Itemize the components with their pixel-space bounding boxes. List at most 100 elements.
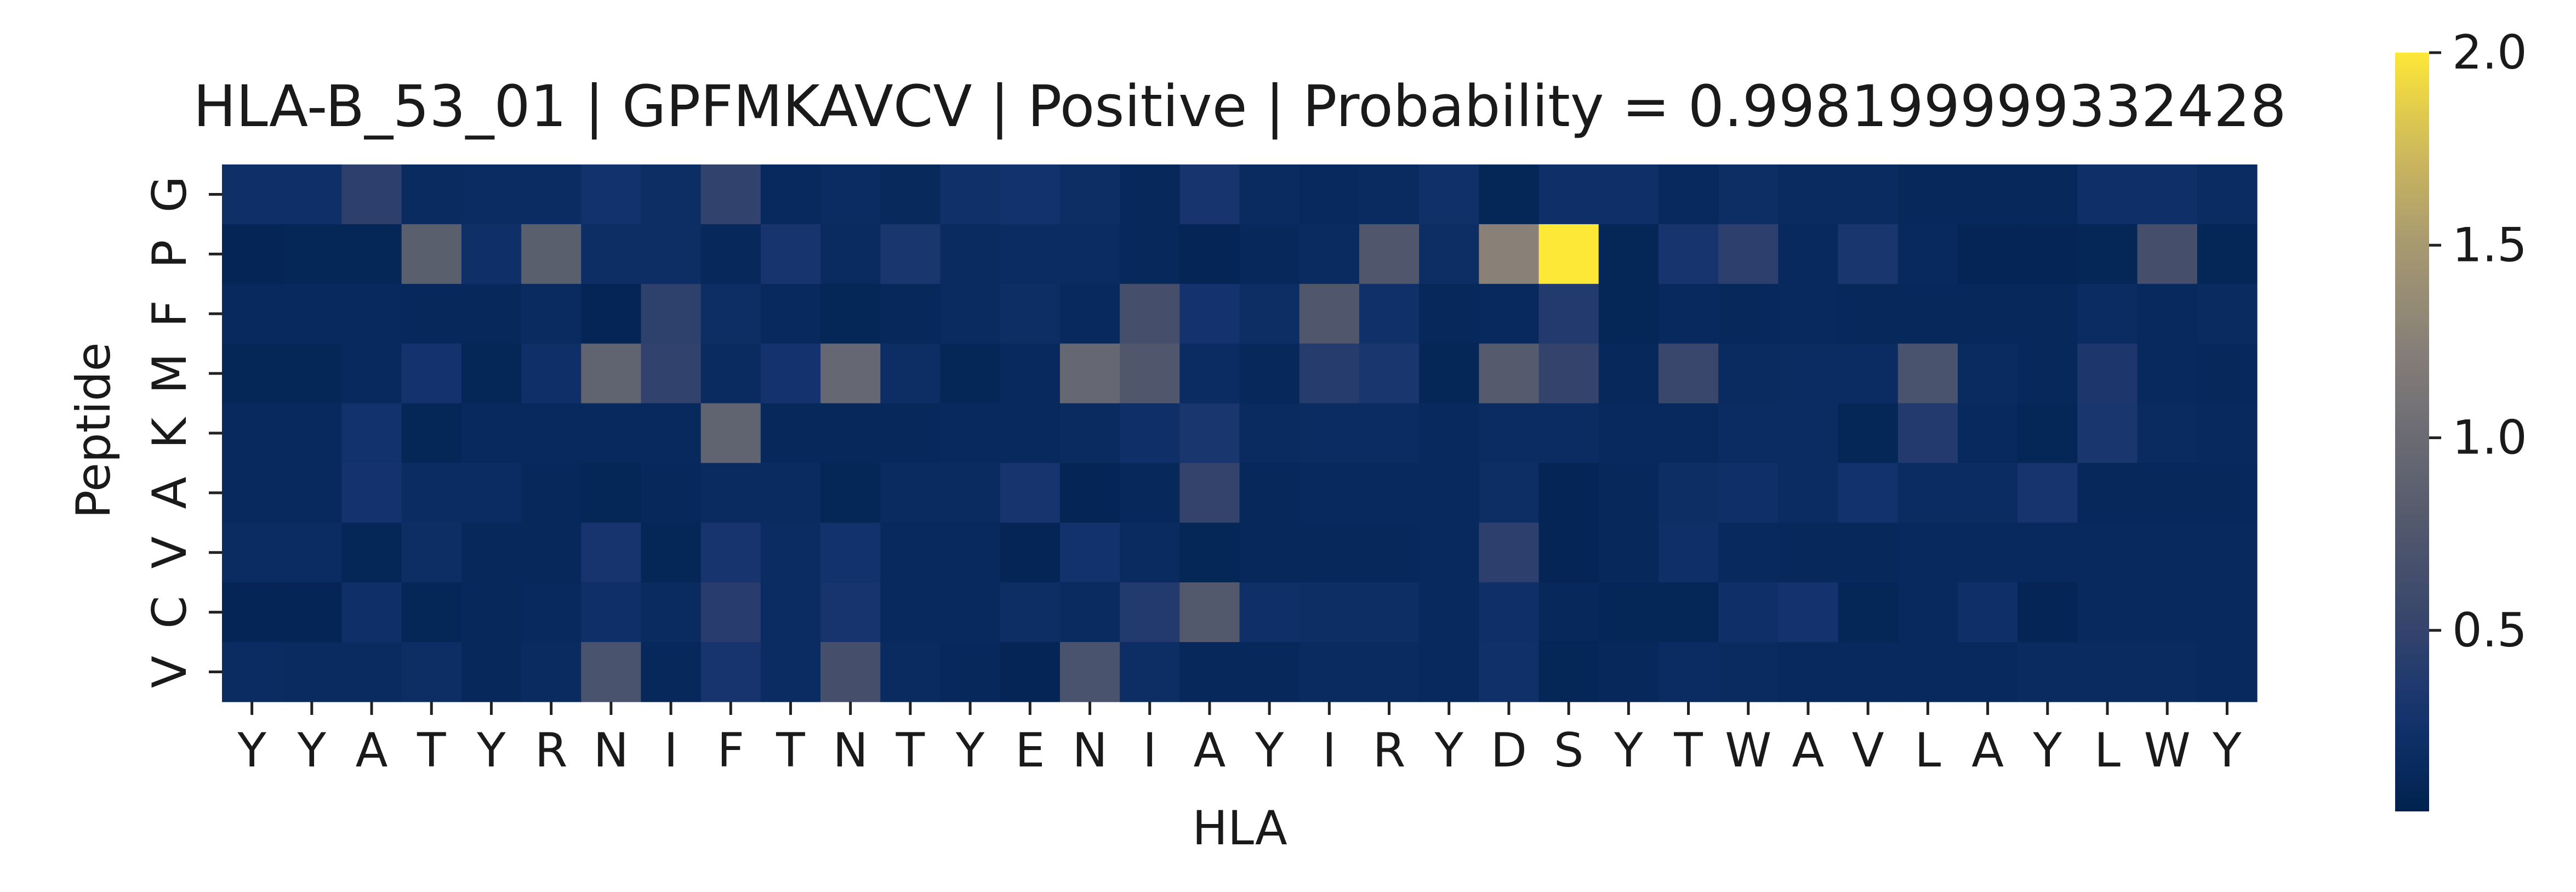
- x-tick-label: I: [664, 723, 677, 778]
- heatmap-cell: [880, 164, 941, 225]
- heatmap-cell: [521, 582, 582, 643]
- heatmap-cell: [1359, 343, 1420, 404]
- heatmap-cell: [641, 522, 702, 583]
- heatmap-cell: [222, 642, 282, 702]
- heatmap-cell: [1897, 463, 1958, 523]
- heatmap-cell: [1059, 224, 1120, 285]
- heatmap-cell: [641, 164, 702, 225]
- heatmap-cell: [1059, 642, 1120, 702]
- heatmap-cell: [820, 642, 881, 702]
- heatmap-cell: [880, 522, 941, 583]
- heatmap-cell: [2018, 522, 2078, 583]
- heatmap-cell: [461, 522, 522, 583]
- heatmap-cell: [1778, 463, 1839, 523]
- heatmap-cell: [401, 642, 462, 702]
- heatmap-cell: [2137, 582, 2198, 643]
- heatmap-cell: [1120, 642, 1180, 702]
- heatmap-cell: [2197, 343, 2258, 404]
- heatmap-cell: [1718, 463, 1779, 523]
- heatmap-cell: [1778, 224, 1839, 285]
- heatmap-cell: [1179, 283, 1240, 344]
- heatmap-cell: [461, 283, 522, 344]
- heatmap-cell: [1419, 403, 1479, 464]
- heatmap-cell: [1897, 582, 1958, 643]
- heatmap-cell: [1838, 642, 1899, 702]
- heatmap-cell: [1957, 343, 2018, 404]
- x-tick-label: N: [833, 723, 868, 778]
- heatmap-cell: [461, 642, 522, 702]
- heatmap-cell: [820, 522, 881, 583]
- heatmap-cell: [940, 463, 1001, 523]
- x-tick-label: A: [1971, 723, 2004, 778]
- heatmap-cell: [341, 642, 402, 702]
- heatmap-cell: [1059, 582, 1120, 643]
- heatmap-cell: [1059, 343, 1120, 404]
- heatmap-cell: [461, 224, 522, 285]
- heatmap-cell: [1299, 343, 1360, 404]
- x-tick-label: Y: [237, 723, 266, 778]
- heatmap-cell: [820, 224, 881, 285]
- heatmap-cell: [1000, 463, 1061, 523]
- y-tick-label: M: [143, 353, 197, 394]
- heatmap-cell: [401, 224, 462, 285]
- heatmap-cell: [401, 582, 462, 643]
- heatmap-cell: [641, 224, 702, 285]
- heatmap-cell: [1718, 343, 1779, 404]
- heatmap-cell: [222, 582, 282, 643]
- heatmap-cell: [2197, 522, 2258, 583]
- heatmap-cell: [760, 403, 821, 464]
- heatmap-cell: [1897, 283, 1958, 344]
- heatmap-cell: [2077, 343, 2138, 404]
- heatmap-cell: [1479, 283, 1540, 344]
- heatmap-cell: [461, 403, 522, 464]
- heatmap-cell: [1538, 582, 1599, 643]
- heatmap-cell: [2018, 403, 2078, 464]
- y-tick-label: G: [143, 176, 197, 213]
- heatmap-cell: [1838, 522, 1899, 583]
- heatmap-cell: [1658, 343, 1719, 404]
- y-tick-label: F: [143, 300, 197, 327]
- heatmap-cell: [282, 463, 343, 523]
- y-tick-label: V: [143, 656, 197, 688]
- heatmap-cell: [1120, 582, 1180, 643]
- heatmap-cell: [641, 403, 702, 464]
- heatmap-cell: [401, 343, 462, 404]
- heatmap-cell: [641, 642, 702, 702]
- heatmap-cell: [1179, 582, 1240, 643]
- heatmap-cell: [1718, 283, 1779, 344]
- heatmap-cell: [282, 582, 343, 643]
- heatmap-cell: [1000, 224, 1061, 285]
- heatmap-cell: [1299, 463, 1360, 523]
- heatmap-cell: [2018, 224, 2078, 285]
- heatmap-cell: [1658, 283, 1719, 344]
- heatmap-cell: [1838, 463, 1899, 523]
- heatmap-cell: [2197, 463, 2258, 523]
- colorbar-gradient: [2395, 53, 2429, 811]
- heatmap-cell: [2137, 343, 2198, 404]
- x-tick-label: L: [1914, 723, 1941, 778]
- heatmap-cell: [222, 224, 282, 285]
- heatmap-cell: [1778, 522, 1839, 583]
- heatmap-cell: [1419, 343, 1479, 404]
- y-axis-ticks: GPFMKAVCV: [143, 176, 222, 688]
- heatmap-cell: [1000, 642, 1061, 702]
- heatmap-cell: [282, 283, 343, 344]
- heatmap-cell: [2018, 343, 2078, 404]
- heatmap-cell: [1359, 522, 1420, 583]
- heatmap-cell: [222, 164, 282, 225]
- heatmap-cell: [880, 463, 941, 523]
- heatmap-cell: [760, 343, 821, 404]
- heatmap-cell: [700, 343, 761, 404]
- heatmap-cell: [1957, 582, 2018, 643]
- heatmap-cell: [1897, 224, 1958, 285]
- heatmap-cell: [1419, 224, 1479, 285]
- heatmap-cell: [641, 283, 702, 344]
- heatmap-cell: [341, 343, 402, 404]
- heatmap-cell: [341, 582, 402, 643]
- heatmap-cell: [1419, 164, 1479, 225]
- heatmap-cell: [461, 582, 522, 643]
- x-axis-label: HLA: [1192, 801, 1287, 856]
- heatmap-cell: [1479, 164, 1540, 225]
- heatmap-cell: [1359, 224, 1420, 285]
- heatmap-cell: [1957, 403, 2018, 464]
